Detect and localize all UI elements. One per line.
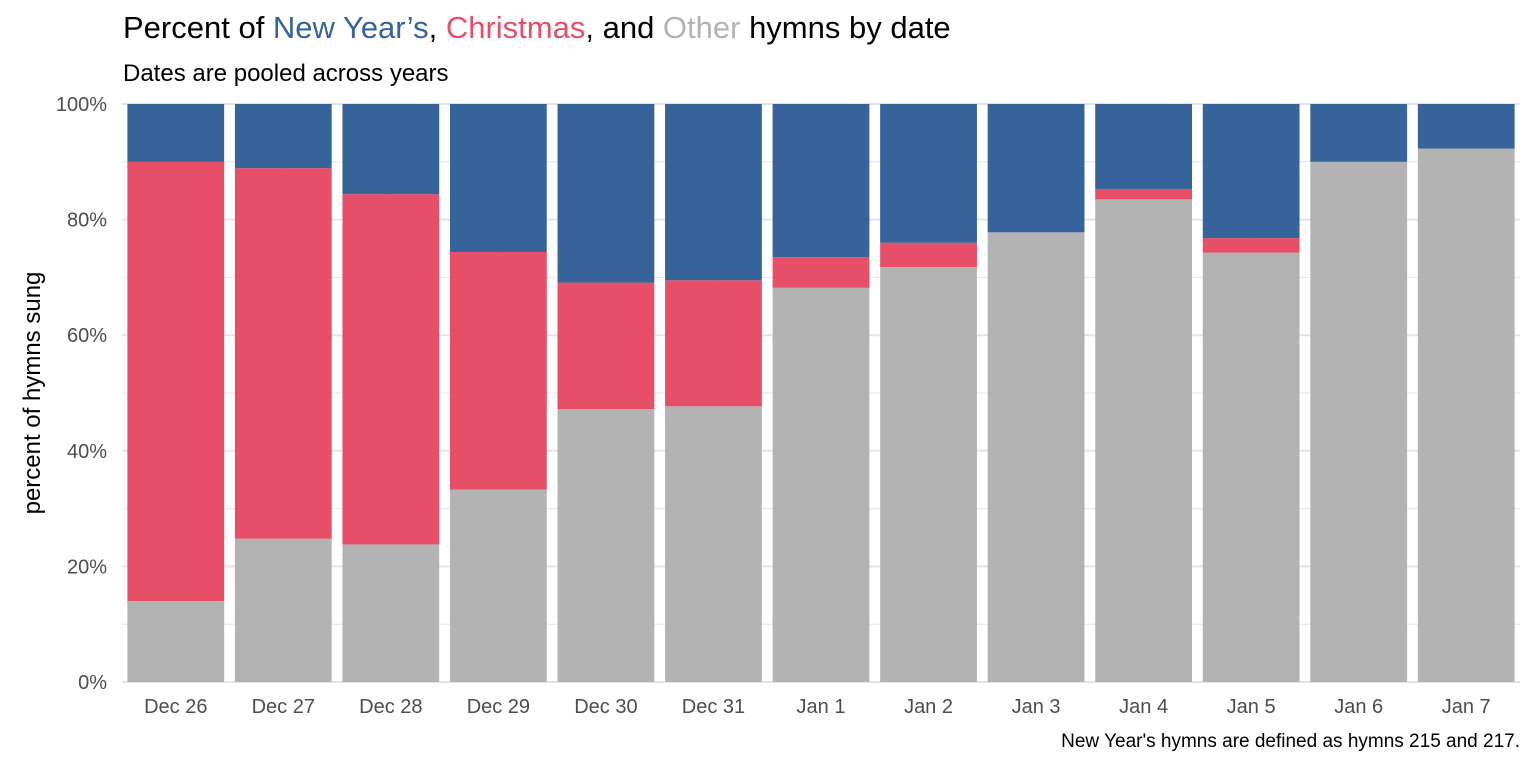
- bar-segment-christmas: [127, 161, 225, 602]
- bar-segment-christmas: [342, 194, 440, 545]
- x-tick-label: Jan 5: [1227, 696, 1276, 718]
- bar-segment-new-year-s: [665, 104, 762, 281]
- bar-segment-other: [987, 232, 1085, 683]
- bar-segment-christmas: [234, 168, 332, 539]
- bar-segment-christmas: [665, 280, 762, 407]
- x-tick-label: Jan 2: [904, 696, 953, 718]
- y-tick-label: 0%: [78, 672, 107, 694]
- y-tick-labels: 0% 20% 40% 60% 80% 100%: [56, 94, 107, 694]
- title-text-3: , and: [585, 10, 663, 45]
- bar-segment-christmas: [1202, 238, 1300, 253]
- x-tick-label: Dec 30: [574, 696, 637, 718]
- bar-segment-other: [449, 489, 547, 682]
- bar-segment-other: [772, 287, 870, 682]
- bar-segment-new-year-s: [127, 104, 225, 162]
- bar-segment-other: [1417, 148, 1515, 683]
- chart-title: Percent of New Year’s, Christmas, and Ot…: [123, 10, 951, 46]
- y-tick-label: 100%: [56, 94, 107, 116]
- bar-segment-new-year-s: [987, 104, 1085, 233]
- bar-segment-christmas: [1095, 188, 1193, 200]
- bar-segment-christmas: [880, 242, 977, 267]
- bar-segment-christmas: [772, 257, 870, 288]
- title-text-4: hymns by date: [740, 10, 951, 45]
- bar-segment-other: [557, 409, 655, 682]
- bar-segment-new-year-s: [1202, 104, 1300, 239]
- x-tick-label: Jan 4: [1119, 696, 1168, 718]
- bar-segment-new-year-s: [1310, 104, 1408, 162]
- bar-segment-other: [1095, 199, 1193, 682]
- title-new-years: New Year’s: [272, 10, 429, 45]
- bars: [127, 104, 1515, 683]
- bar-segment-new-year-s: [342, 104, 440, 195]
- x-tick-label: Dec 26: [144, 696, 207, 718]
- bar-segment-new-year-s: [1095, 104, 1193, 189]
- y-tick-label: 20%: [67, 556, 107, 578]
- x-tick-labels: Dec 26 Dec 27 Dec 28 Dec 29 Dec 30 Dec 31 Jan …: [144, 696, 1491, 718]
- bar-segment-other: [1202, 252, 1300, 682]
- y-tick-label: 80%: [67, 210, 107, 232]
- x-tick-label: Jan 3: [1012, 696, 1061, 718]
- y-tick-label: 40%: [67, 441, 107, 463]
- y-tick-label: 60%: [67, 325, 107, 347]
- bar-segment-new-year-s: [880, 104, 977, 243]
- bar-segment-other: [127, 601, 225, 682]
- y-axis-label: percent of hymns sung: [19, 272, 46, 515]
- bar-segment-other: [880, 266, 977, 682]
- bar-segment-other: [234, 538, 332, 682]
- bar-segment-other: [1310, 161, 1408, 683]
- bar-segment-other: [342, 544, 440, 682]
- x-tick-label: Jan 6: [1334, 696, 1383, 718]
- chart-subtitle: Dates are pooled across years: [123, 60, 449, 87]
- title-text-1: Percent of: [123, 10, 273, 45]
- x-tick-label: Dec 31: [682, 696, 745, 718]
- title-text-2: ,: [428, 10, 446, 45]
- bar-segment-christmas: [557, 282, 655, 410]
- bar-segment-new-year-s: [772, 104, 870, 258]
- chart-caption: New Year's hymns are defined as hymns 21…: [1061, 731, 1520, 752]
- bar-segment-christmas: [449, 251, 547, 490]
- x-tick-label: Dec 27: [252, 696, 315, 718]
- title-other: Other: [662, 10, 741, 45]
- x-tick-label: Jan 7: [1442, 696, 1491, 718]
- x-tick-label: Dec 28: [359, 696, 422, 718]
- bar-segment-other: [665, 406, 762, 682]
- x-tick-label: Jan 1: [797, 696, 846, 718]
- bar-segment-new-year-s: [1417, 104, 1515, 149]
- bar-segment-new-year-s: [234, 104, 332, 169]
- title-christmas: Christmas: [445, 10, 586, 45]
- x-tick-label: Dec 29: [467, 696, 530, 718]
- bar-segment-new-year-s: [557, 104, 655, 283]
- bar-segment-new-year-s: [449, 104, 547, 252]
